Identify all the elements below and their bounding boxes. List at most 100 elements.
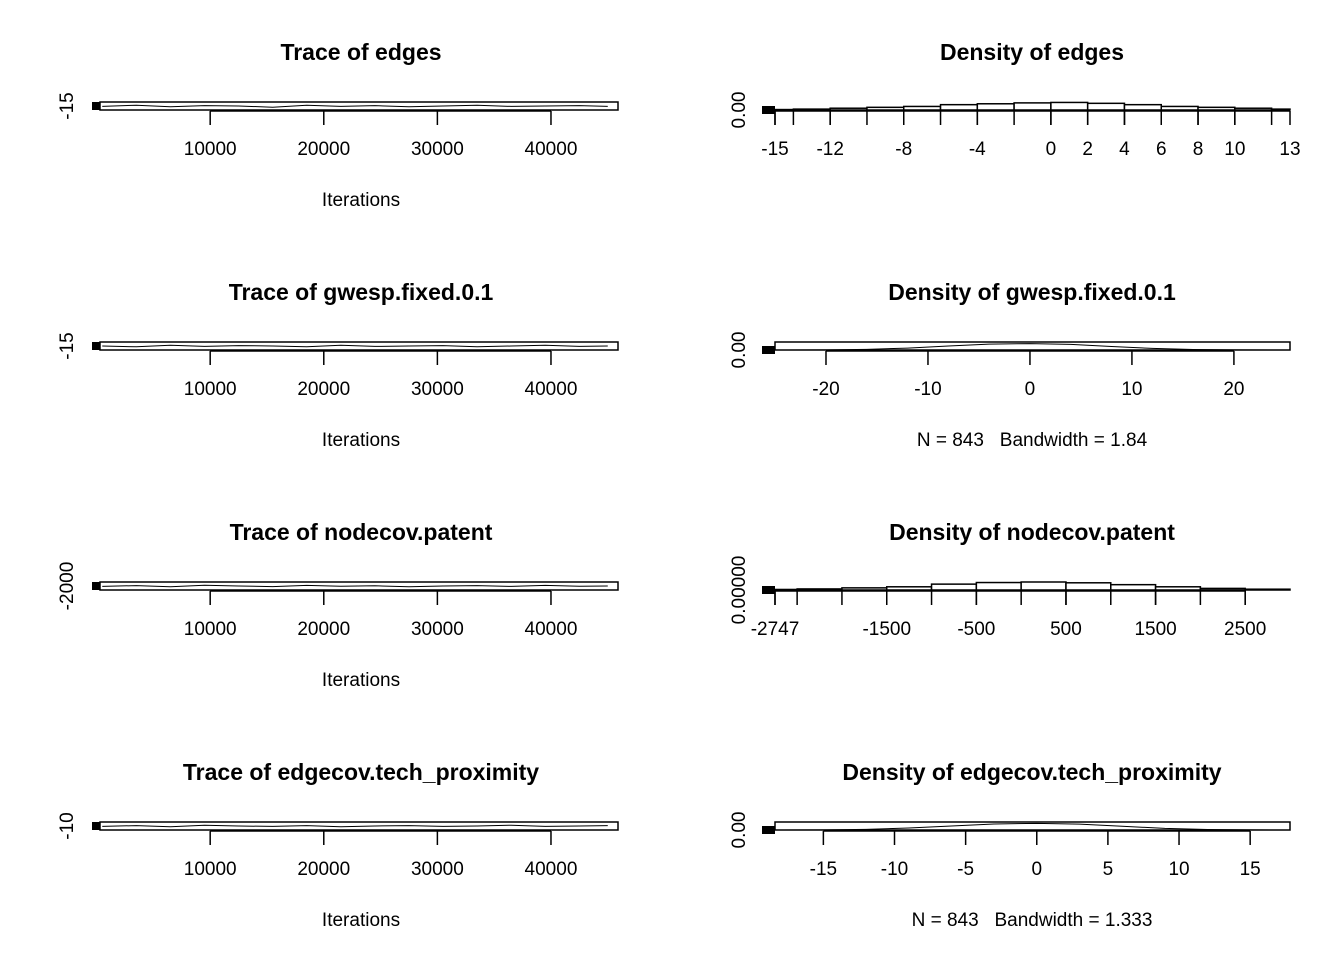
data-line xyxy=(785,344,1275,350)
histogram-bar xyxy=(904,106,941,110)
x-tick-label: 10000 xyxy=(184,139,237,160)
y-tick-label: 0.00000 xyxy=(729,556,750,625)
x-tick-label: 10000 xyxy=(184,859,237,880)
histogram-bar xyxy=(1245,589,1290,590)
x-axis-label: N = 843 Bandwidth = 1.333 xyxy=(912,910,1153,931)
x-tick-label: 5 xyxy=(1103,859,1114,880)
x-tick-label: 0 xyxy=(1025,379,1036,400)
x-tick-label: 40000 xyxy=(525,859,578,880)
chart-title: Trace of edges xyxy=(280,39,441,65)
x-tick-label: 30000 xyxy=(411,379,464,400)
histogram-bar xyxy=(775,589,797,590)
x-tick-label: 13 xyxy=(1279,139,1300,160)
x-tick-label: -8 xyxy=(895,139,912,160)
x-tick-label: -4 xyxy=(969,139,986,160)
data-line xyxy=(102,345,608,347)
histogram-bar xyxy=(1124,105,1161,110)
y-axis-tick xyxy=(92,582,100,590)
x-tick-label: 0 xyxy=(1046,139,1057,160)
histogram-bar xyxy=(941,105,978,110)
data-line xyxy=(781,823,1279,830)
chart-title: Trace of nodecov.patent xyxy=(230,519,493,545)
y-axis-tick xyxy=(92,822,100,830)
x-tick-label: 500 xyxy=(1050,619,1082,640)
y-tick-label: 0.00 xyxy=(729,812,750,849)
histogram-bar xyxy=(793,109,830,110)
x-axis-label: Iterations xyxy=(322,190,400,211)
x-tick-label: 20000 xyxy=(297,859,350,880)
chart-title: Density of gwesp.fixed.0.1 xyxy=(888,279,1176,305)
x-axis-label: Iterations xyxy=(322,910,400,931)
y-tick-label: -15 xyxy=(57,332,78,359)
histogram-bar xyxy=(1198,107,1235,110)
histogram-bar xyxy=(977,104,1014,110)
histogram-bar xyxy=(842,588,887,590)
histogram-bar xyxy=(1161,106,1198,110)
histogram-bar xyxy=(867,107,904,110)
x-tick-label: -1500 xyxy=(862,619,911,640)
histogram-bar xyxy=(932,584,977,590)
x-tick-label: 30000 xyxy=(411,139,464,160)
x-tick-label: 30000 xyxy=(411,859,464,880)
chart-title: Density of edges xyxy=(940,39,1124,65)
x-tick-label: 40000 xyxy=(525,139,578,160)
y-tick-label: -2000 xyxy=(57,562,78,611)
y-tick-label: 0.00 xyxy=(729,332,750,369)
x-tick-label: -20 xyxy=(812,379,839,400)
x-tick-label: -12 xyxy=(816,139,843,160)
y-axis-tick xyxy=(762,106,775,114)
histogram-bar xyxy=(1021,582,1066,590)
histogram-bar xyxy=(1235,108,1272,110)
x-tick-label: -500 xyxy=(957,619,995,640)
x-tick-label: 2 xyxy=(1082,139,1093,160)
x-tick-label: 30000 xyxy=(411,619,464,640)
x-tick-label: 20000 xyxy=(297,619,350,640)
x-tick-label: -5 xyxy=(957,859,974,880)
y-tick-label: 0.00 xyxy=(729,92,750,129)
histogram-bar xyxy=(1272,109,1290,110)
histogram-bar xyxy=(1156,587,1201,590)
histogram-bar xyxy=(1200,588,1245,590)
y-axis-tick xyxy=(92,102,100,110)
chart-title: Trace of edgecov.tech_proximity xyxy=(183,759,539,785)
histogram-bar xyxy=(1066,583,1111,590)
y-tick-label: -10 xyxy=(57,812,78,839)
x-tick-label: 10 xyxy=(1168,859,1189,880)
x-tick-label: -10 xyxy=(914,379,941,400)
histogram-bar xyxy=(1111,585,1156,590)
x-tick-label: 10 xyxy=(1224,139,1245,160)
x-tick-label: 6 xyxy=(1156,139,1167,160)
histogram-bar xyxy=(830,108,867,110)
x-tick-label: 2500 xyxy=(1224,619,1266,640)
x-tick-label: 20000 xyxy=(297,139,350,160)
x-tick-label: 40000 xyxy=(525,379,578,400)
chart-title: Density of edgecov.tech_proximity xyxy=(842,759,1221,785)
x-axis-label: Iterations xyxy=(322,430,400,451)
histogram-bar xyxy=(797,589,842,590)
x-tick-label: 20 xyxy=(1223,379,1244,400)
x-tick-label: 10 xyxy=(1121,379,1142,400)
x-tick-label: -15 xyxy=(810,859,837,880)
x-tick-label: -15 xyxy=(761,139,788,160)
x-tick-label: -10 xyxy=(881,859,908,880)
x-tick-label: 0 xyxy=(1031,859,1042,880)
histogram-bar xyxy=(1014,103,1051,110)
data-line xyxy=(102,585,608,587)
x-tick-label: 10000 xyxy=(184,379,237,400)
histogram-bar xyxy=(976,583,1021,590)
data-line xyxy=(102,105,608,107)
histogram-bar xyxy=(1051,102,1088,110)
chart-title: Trace of gwesp.fixed.0.1 xyxy=(229,279,494,305)
x-axis-label: Iterations xyxy=(322,670,400,691)
x-tick-label: 20000 xyxy=(297,379,350,400)
y-axis-tick xyxy=(92,342,100,350)
y-axis-tick xyxy=(762,346,775,354)
histogram-bar xyxy=(887,587,932,590)
x-tick-label: 15 xyxy=(1240,859,1261,880)
x-axis-label: N = 843 Bandwidth = 1.84 xyxy=(917,430,1148,451)
y-tick-label: -15 xyxy=(57,92,78,119)
x-tick-label: 4 xyxy=(1119,139,1130,160)
x-tick-label: -2747 xyxy=(751,619,800,640)
y-axis-tick xyxy=(762,586,775,594)
